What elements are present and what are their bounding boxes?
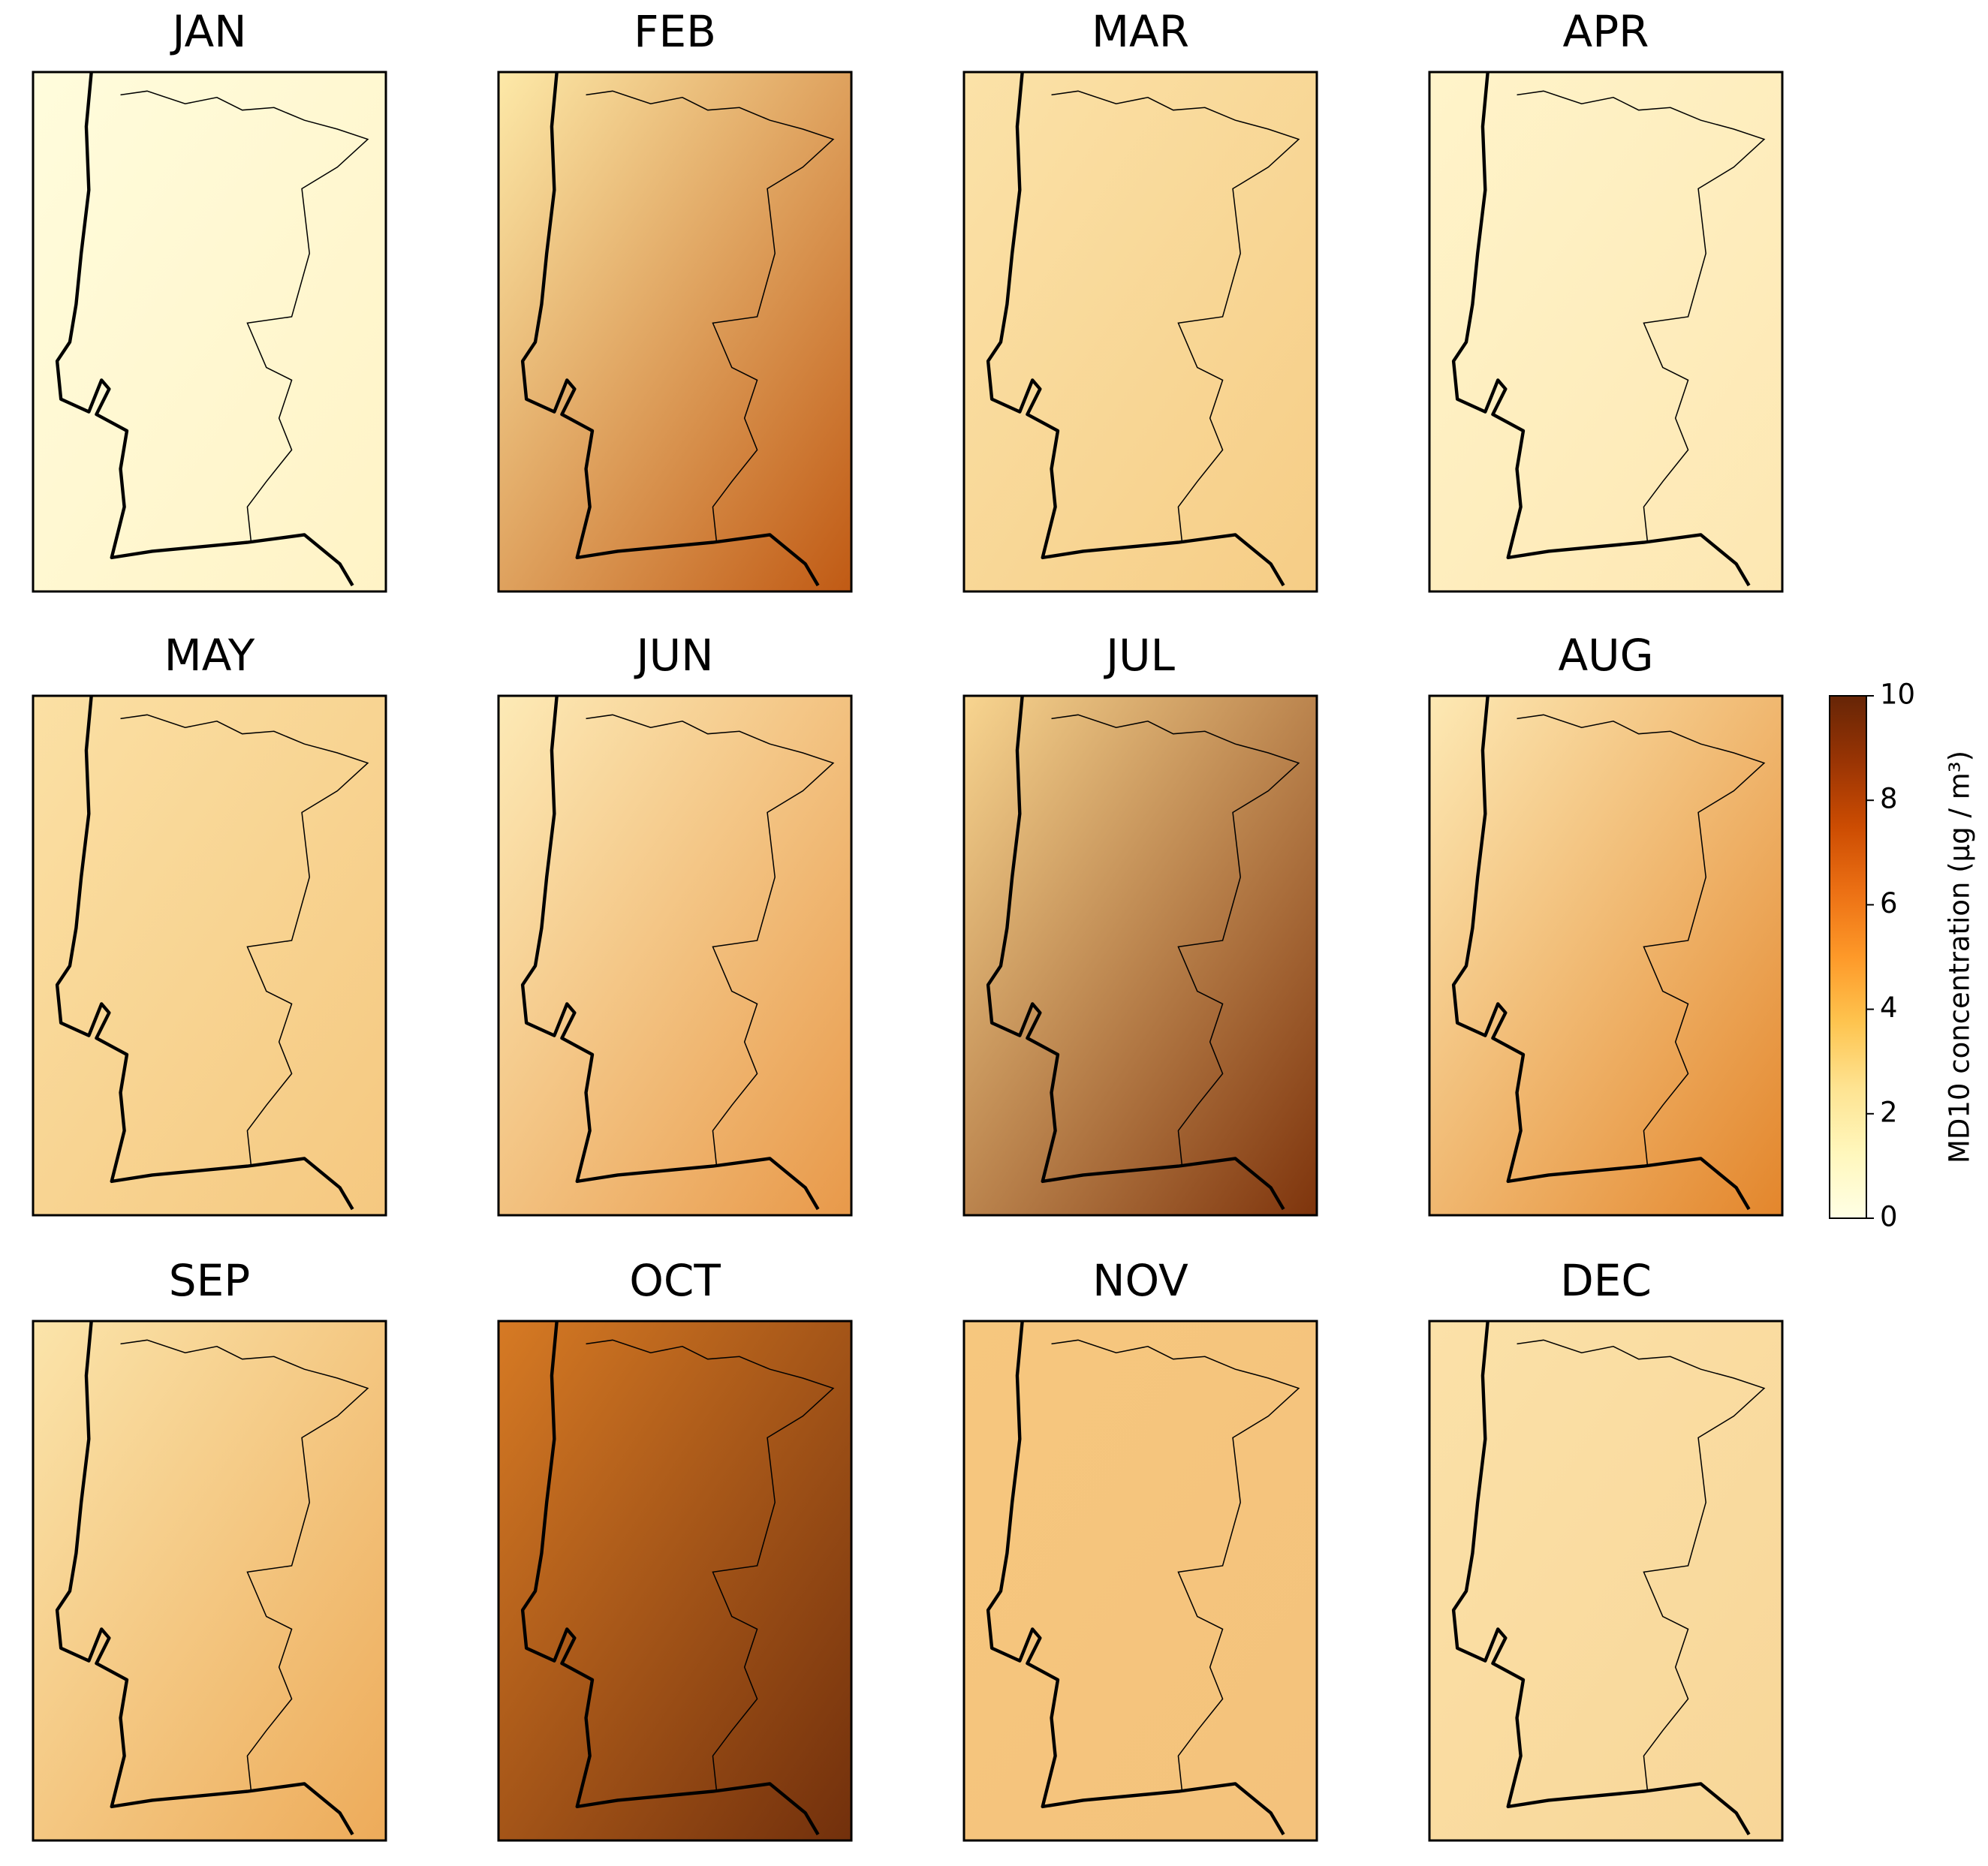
colorbar-tick-label: 10 [1880,679,1915,711]
map-outline [986,695,1300,1211]
panel-title: NOV [1092,1255,1188,1306]
panel-title: APR [1563,6,1649,57]
map-field [499,696,851,1215]
border [1517,90,1766,543]
map-field [1429,1321,1782,1840]
panel-frame [497,71,853,593]
map-outline [986,1320,1300,1836]
panel-frame [32,1320,387,1842]
panel-title: FEB [634,6,716,57]
coastline [986,71,1285,587]
map-field [499,1321,851,1840]
panel-title: JUN [634,630,714,681]
border [1517,714,1766,1166]
map-outline [520,71,835,587]
border [1051,714,1300,1166]
border [586,714,835,1166]
colorbar-tick-label: 4 [1880,992,1898,1024]
panel-frame [1428,71,1784,593]
colorbar-tick-label: 0 [1880,1201,1898,1233]
map-field [33,696,386,1215]
map-field [964,696,1317,1215]
colorbar-tick-label: 2 [1880,1096,1898,1128]
colorbar [1829,695,1867,1219]
panel-frame [497,694,853,1217]
colorbar-label: MD10 concentration (µg / m³) [1944,751,1976,1163]
panel-frame [1428,1320,1784,1842]
map-field [964,72,1317,591]
coastline [520,1320,820,1836]
panel-title: MAR [1092,6,1189,57]
coastline [55,71,354,587]
coastline [986,1320,1285,1836]
map-field [1429,72,1782,591]
panel-frame [497,1320,853,1842]
panel-frame [962,694,1318,1217]
border [586,1339,835,1792]
coastline [55,1320,354,1836]
border [1051,1339,1300,1792]
map-field [499,72,851,591]
border [120,90,369,543]
border [1051,90,1300,543]
panel-frame [962,1320,1318,1842]
border [1517,1339,1766,1792]
panel-title: SEP [169,1255,250,1306]
map-outline [1451,695,1766,1211]
map-outline [986,71,1300,587]
panel-title: DEC [1560,1255,1652,1306]
coastline [1451,695,1751,1211]
panel-title: JAN [170,6,246,57]
map-field [33,1321,386,1840]
map-outline [520,695,835,1211]
border [120,714,369,1166]
border [586,90,835,543]
map-outline [55,1320,369,1836]
panel-frame [962,71,1318,593]
colorbar-tick-label: 6 [1880,887,1898,919]
colorbar-tick-label: 8 [1880,783,1898,815]
panel-frame [32,71,387,593]
coastline [520,71,820,587]
panel-title: JUL [1104,630,1175,681]
map-outline [1451,71,1766,587]
map-field [964,1321,1317,1840]
coastline [1451,1320,1751,1836]
panel-title: MAY [164,630,255,681]
map-outline [1451,1320,1766,1836]
coastline [1451,71,1751,587]
coastline [520,695,820,1211]
coastline [55,695,354,1211]
map-field [1429,696,1782,1215]
panel-frame [1428,694,1784,1217]
map-outline [520,1320,835,1836]
coastline [986,695,1285,1211]
map-outline [55,695,369,1211]
border [120,1339,369,1792]
panel-title: AUG [1558,630,1653,681]
map-outline [55,71,369,587]
panel-frame [32,694,387,1217]
panel-title: OCT [629,1255,721,1306]
map-field [33,72,386,591]
